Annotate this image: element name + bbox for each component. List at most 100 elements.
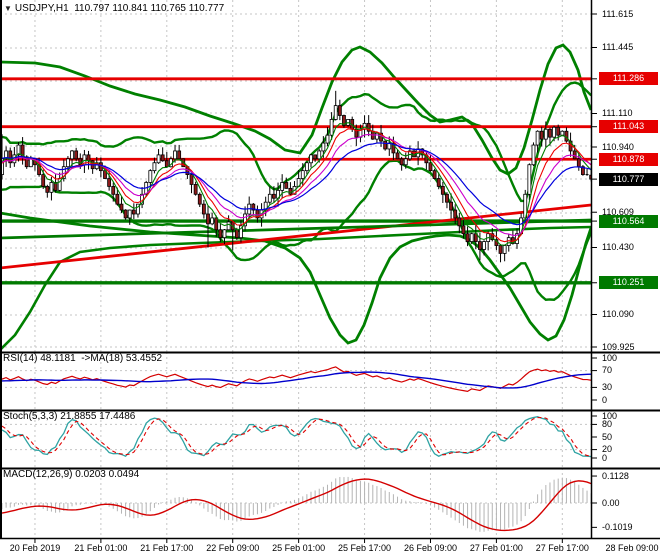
- candle: [428, 162, 433, 172]
- candle: [445, 193, 449, 203]
- candle: [206, 213, 210, 225]
- candle: [156, 154, 161, 164]
- rsi-axis-label: 0: [602, 394, 608, 405]
- candle: [107, 178, 112, 187]
- time-axis-label: 27 Feb 17:00: [535, 543, 589, 553]
- candle: [218, 229, 223, 239]
- candle: [391, 142, 396, 154]
- stoch-axis-label: 80: [602, 418, 613, 429]
- candle: [16, 144, 21, 156]
- sr-price-label: 110.564: [599, 214, 658, 228]
- candle: [70, 150, 74, 160]
- candle: [453, 209, 458, 219]
- candle: [24, 156, 29, 168]
- candle: [123, 209, 128, 219]
- macd-panel-label: MACD(12,26,9) 0.0203 0.0494: [3, 469, 140, 480]
- chevron-down-icon[interactable]: ▼: [4, 4, 12, 13]
- candle: [239, 225, 243, 239]
- candle: [193, 184, 198, 195]
- candle: [111, 186, 116, 195]
- candle: [465, 233, 470, 242]
- candle: [552, 126, 556, 138]
- candle: [267, 193, 272, 203]
- candle: [432, 170, 437, 179]
- candle: [53, 182, 58, 191]
- price-axis-label: 110.609: [602, 206, 634, 217]
- candle: [8, 150, 13, 164]
- candle: [173, 150, 177, 160]
- candle: [272, 193, 276, 199]
- time-axis-label: 25 Feb 17:00: [338, 543, 392, 553]
- candle: [527, 164, 532, 195]
- candle: [66, 158, 70, 168]
- macd-axis-label: 0.1128: [602, 470, 629, 481]
- candle: [115, 193, 120, 205]
- time-axis-label: 28 Feb 09:00: [605, 543, 659, 553]
- candle: [226, 221, 231, 231]
- rsi-panel[interactable]: [0, 352, 592, 410]
- candle: [148, 170, 153, 183]
- candle: [201, 203, 206, 215]
- candle: [214, 217, 219, 231]
- candle: [222, 229, 227, 239]
- candle: [556, 126, 561, 136]
- candle: [333, 105, 338, 120]
- sr-price-label: 110.251: [599, 276, 658, 290]
- candle: [210, 217, 215, 225]
- sr-price-label: 110.878: [599, 152, 658, 166]
- candle: [127, 209, 132, 219]
- candle: [325, 134, 330, 144]
- main-panel[interactable]: [0, 0, 593, 352]
- candle: [197, 193, 202, 205]
- chart-title-text: USDJPY,H1 110.797 110.841 110.765 110.77…: [14, 3, 225, 14]
- candle: [548, 128, 552, 138]
- candle: [304, 162, 309, 172]
- candle: [506, 237, 511, 246]
- candle: [119, 203, 124, 211]
- candle: [395, 152, 400, 160]
- candle: [28, 158, 33, 168]
- candle: [498, 245, 503, 254]
- price-axis-label: 111.110: [602, 108, 633, 118]
- candle: [288, 187, 293, 195]
- candle: [177, 150, 182, 160]
- rsi-axis-label: 70: [602, 365, 613, 376]
- sr-price-label: 111.286: [599, 72, 658, 86]
- candle: [313, 154, 318, 160]
- stoch-panel[interactable]: [0, 410, 592, 468]
- candle: [539, 130, 544, 140]
- candle: [342, 115, 346, 126]
- price-axis-label: 110.940: [602, 141, 634, 152]
- price-axis-label: 111.615: [602, 8, 634, 19]
- candle: [234, 229, 239, 239]
- candle: [78, 158, 83, 166]
- price-axis-label: 110.430: [602, 241, 634, 252]
- time-axis-label: 25 Feb 01:00: [272, 543, 326, 553]
- candle: [399, 158, 404, 166]
- candle: [309, 154, 313, 164]
- candle: [576, 158, 581, 168]
- sr-price-label: 111.043: [599, 120, 658, 134]
- candle: [300, 170, 305, 179]
- candle: [321, 142, 326, 152]
- price-axis-label: 110.090: [602, 308, 634, 319]
- current-price-label: 110.777: [599, 172, 658, 186]
- candle: [45, 186, 50, 193]
- time-axis-label: 20 Feb 2019: [9, 543, 61, 553]
- candle: [280, 182, 285, 191]
- candle: [482, 241, 486, 250]
- candle: [535, 130, 540, 146]
- macd-axis-label: -0.1019: [602, 521, 633, 532]
- candle: [531, 144, 536, 166]
- candle: [457, 217, 462, 227]
- candle: [74, 150, 79, 160]
- candle: [284, 182, 289, 189]
- candle: [189, 174, 194, 185]
- time-axis-label: 22 Feb 09:00: [206, 543, 260, 553]
- price-axis-label: 109.925: [602, 341, 635, 352]
- macd-axis-label: 0.00: [602, 497, 620, 508]
- candle: [131, 209, 136, 215]
- stoch-axis-label: 20: [602, 444, 613, 455]
